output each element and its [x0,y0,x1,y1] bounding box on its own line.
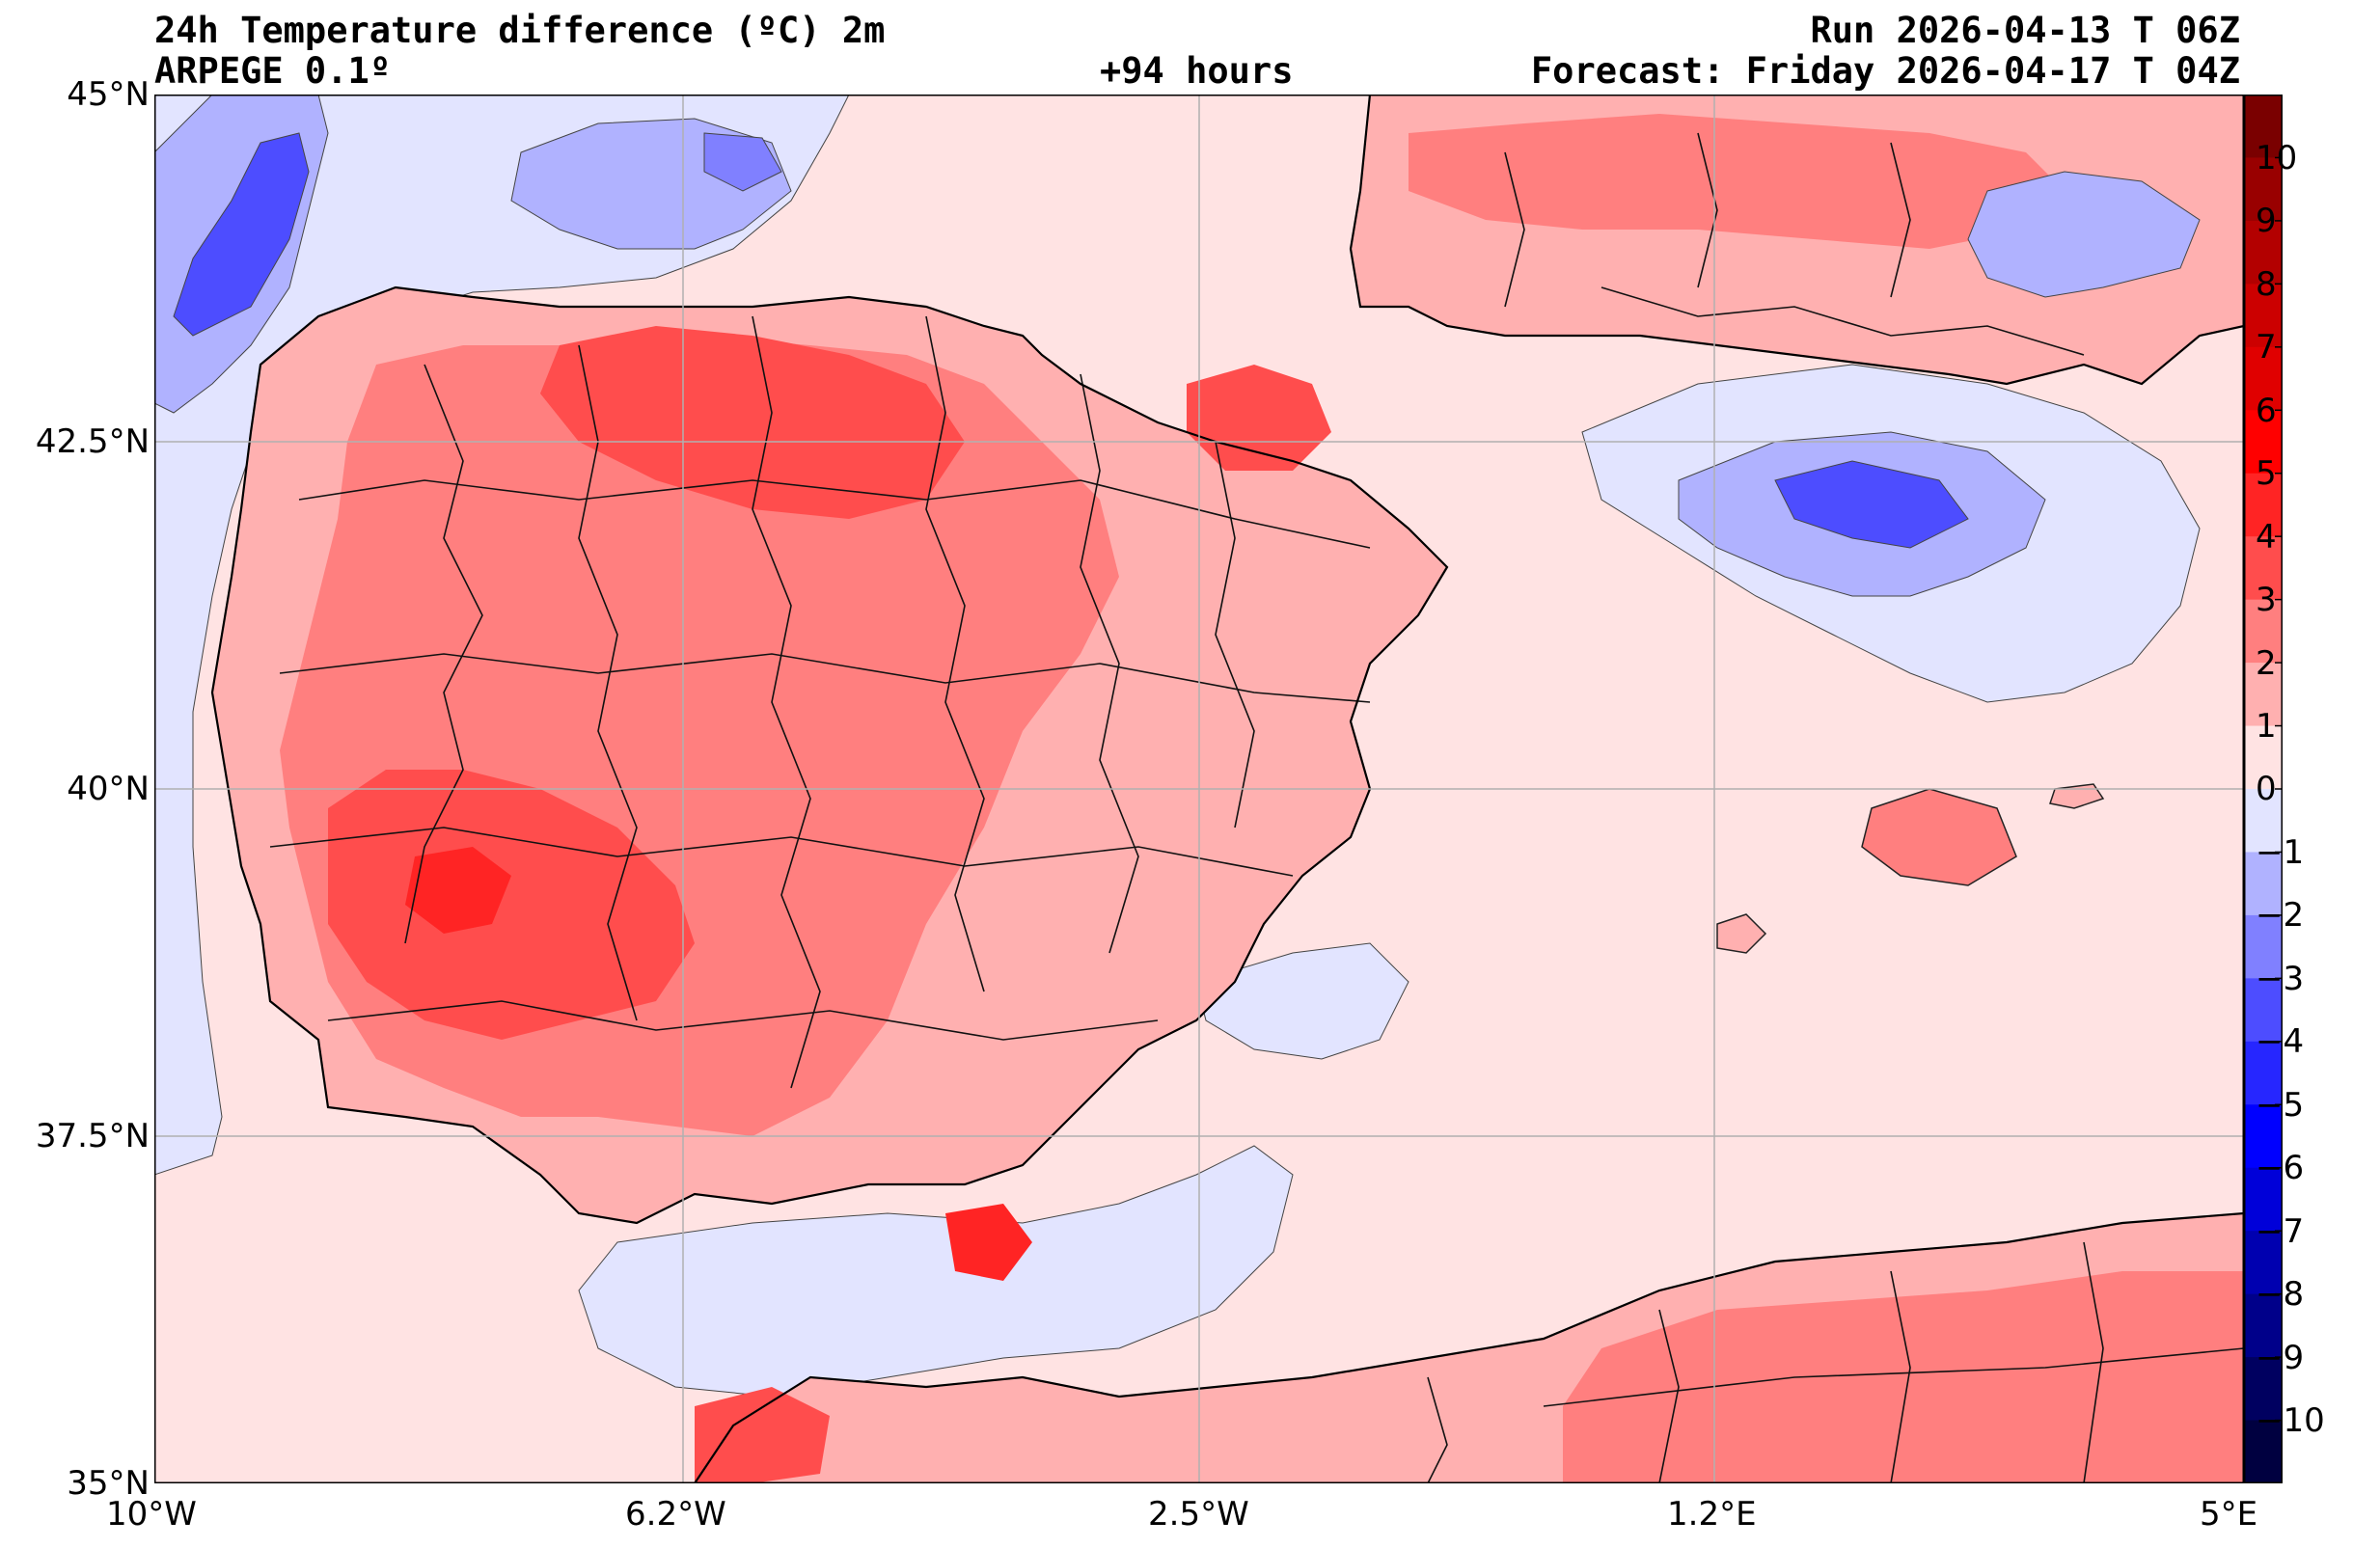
colorbar-label: −9 [2256,1339,2305,1377]
colorbar-label: 10 [2256,139,2298,177]
colorbar-label: −4 [2256,1022,2305,1061]
colorbar-label: −8 [2256,1275,2305,1314]
model-label: ARPEGE 0.1º [154,50,392,92]
colorbar-label: −1 [2256,833,2305,872]
colorbar-segment [2244,220,2283,285]
colorbar-segment [2244,536,2283,601]
colorbar-label: 0 [2256,770,2277,808]
colorbar-label: 6 [2256,392,2277,430]
lon-label: 5°E [2200,1495,2258,1534]
colorbar-segment [2244,663,2283,727]
colorbar-label: −5 [2256,1086,2305,1125]
lat-label: 37.5°N [35,1117,150,1155]
colorbar-segment [2244,789,2283,854]
colorbar-segment [2244,1420,2283,1483]
colorbar-segment [2244,346,2283,411]
lat-label: 42.5°N [35,422,150,461]
run-time: Run 2026-04-13 T 06Z [1810,10,2240,51]
iberia-warm-core-west [328,770,695,1040]
colorbar-label: 7 [2256,328,2277,367]
colorbar-label: 1 [2256,707,2277,746]
colorbar-label: −2 [2256,896,2305,935]
iberia-coastline [210,285,1449,1225]
france-warm-mid [1409,114,2065,249]
menorca-island [2049,783,2105,809]
colorbar-label: 9 [2256,202,2277,240]
colorbar-segment [2244,1167,2283,1232]
map-title: 24h Temperature difference (ºC) 2m [154,10,886,51]
colorbar-label: 5 [2256,454,2277,493]
colorbar-label: −10 [2256,1401,2325,1440]
lon-label: 10°W [106,1495,197,1534]
colorbar-label: 8 [2256,265,2277,304]
colorbar-segment [2244,852,2283,916]
atlantic-cool-core [173,132,310,337]
temperature-map [154,95,2244,1483]
alps-cool [1967,171,2201,298]
africa-coastline [694,1211,2244,1483]
colorbar-segment [2244,95,2283,159]
balearic-cool-core [1774,460,1969,549]
ibiza-island [1716,913,1767,954]
colorbar-segment [2244,1104,2283,1169]
france-coastline [1349,95,2244,386]
biscay-cool-core [703,132,782,192]
colorbar-segment [2244,1357,2283,1422]
lead-time: +94 hours [1100,50,1294,92]
colorbar-label: 4 [2256,518,2277,557]
forecast-time: Forecast: Friday 2026-04-17 T 04Z [1530,50,2240,92]
colorbar-label: −7 [2256,1212,2305,1251]
map-gridlines [154,95,2244,1483]
colorbar-segment [2244,1231,2283,1295]
east-cool-area [1195,942,1409,1060]
colorbar-segment [2244,284,2283,348]
colorbar-segment [2244,725,2283,790]
colorbar-label: 3 [2256,581,2277,619]
colorbar-label: −3 [2256,960,2305,998]
colorbar-label: −6 [2256,1149,2305,1187]
colorbar-segment [2244,978,2283,1043]
lon-label: 1.2°E [1667,1495,1757,1534]
colorbar [2244,95,2283,1483]
north-africa-hot-spot [695,1387,830,1483]
colorbar-segment [2244,410,2283,475]
colorbar-label: 2 [2256,644,2277,683]
region-borders [269,132,2244,1483]
colorbar-segment [2244,1293,2283,1358]
colorbar-segment [2244,1041,2283,1105]
lat-label: 40°N [67,770,150,808]
lon-label: 6.2°W [625,1495,726,1534]
colorbar-segment [2244,473,2283,537]
lat-label: 45°N [67,75,150,114]
mallorca-island [1861,788,2017,886]
lon-label: 2.5°W [1148,1495,1249,1534]
colorbar-segment [2244,157,2283,222]
iberia-warm-core-north [540,326,965,519]
colorbar-frame [2244,95,2283,1483]
north-africa-warm-mid [1563,1271,2244,1483]
lat-label: 35°N [67,1464,150,1503]
iberia-warm-hot-spot-2 [945,1204,1032,1281]
colorbar-segment [2244,599,2283,664]
colorbar-segment [2244,914,2283,979]
iberia-warm-hot-spot-1 [405,847,511,934]
